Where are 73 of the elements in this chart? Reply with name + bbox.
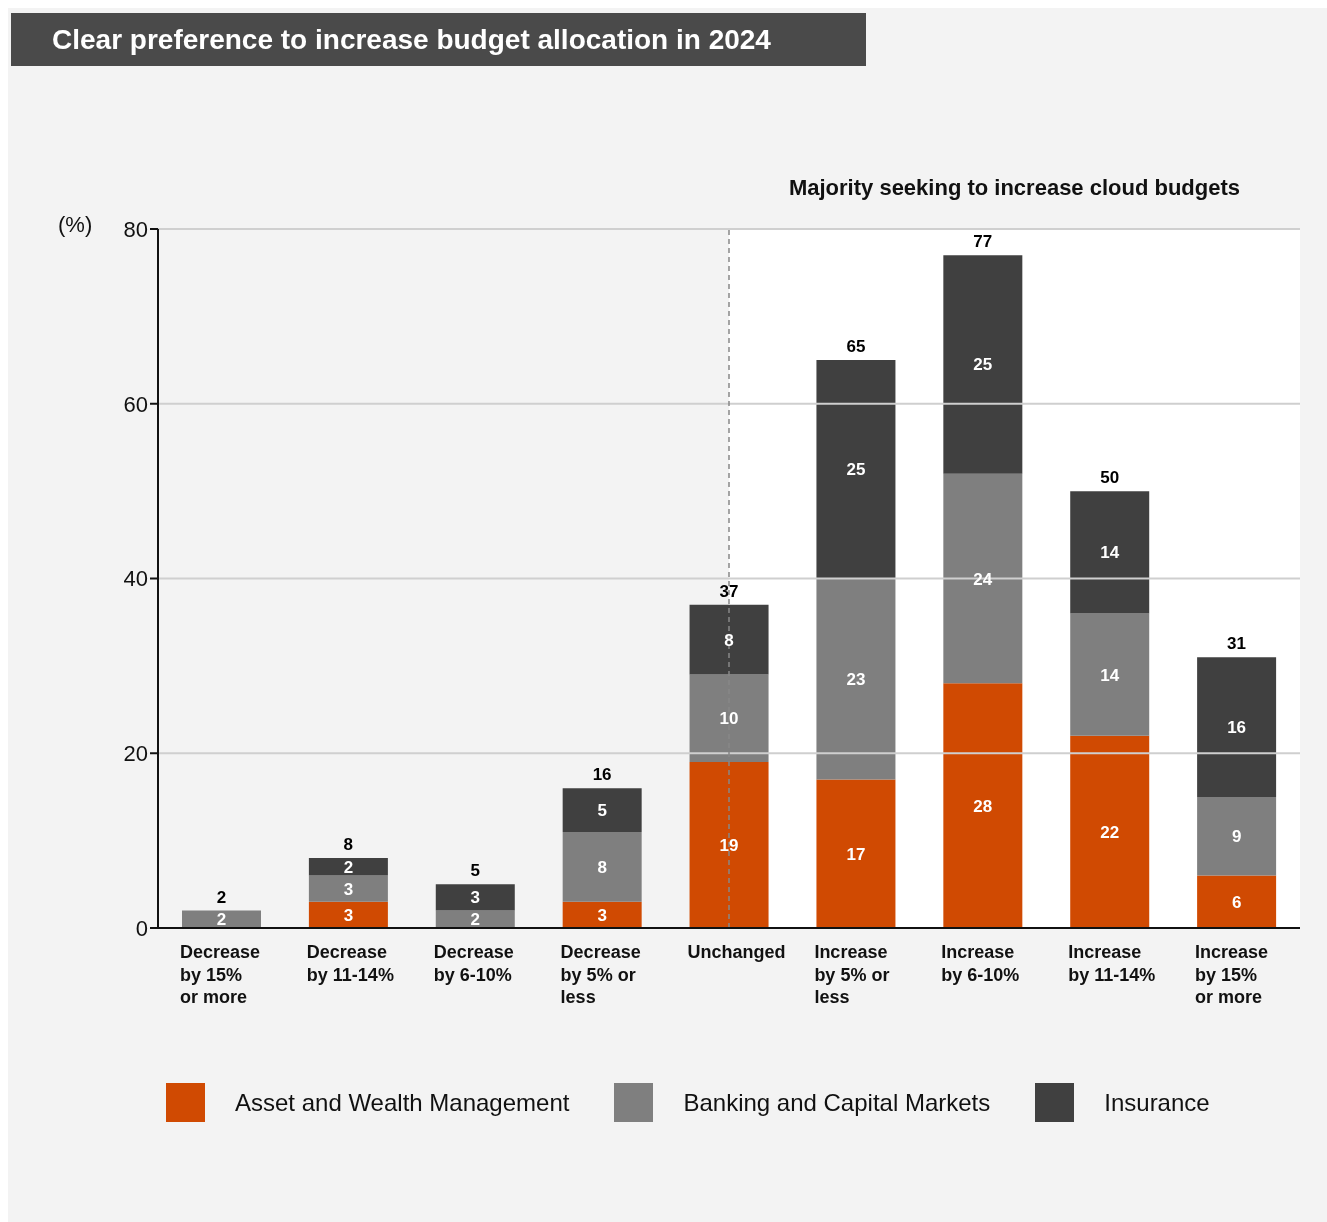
data-label: 10: [719, 709, 739, 729]
data-label: 19: [719, 835, 739, 855]
bar: [689, 761, 769, 928]
data-label: 3: [597, 905, 607, 925]
band-label: Majority seeking to increase cloud budgets: [788, 175, 1241, 200]
data-label: 2: [343, 857, 354, 877]
bar: [816, 779, 896, 928]
bar: [1070, 491, 1150, 614]
x-tick-label: Increase by 6-10%: [941, 942, 1020, 985]
bar: [562, 788, 642, 832]
bar: [435, 884, 515, 911]
data-label: 3: [343, 905, 354, 925]
total-label: 2: [216, 887, 227, 907]
x-tick-label: Decrease by 6-10%: [433, 942, 514, 985]
bar: [943, 473, 1023, 684]
total-label: 50: [1100, 468, 1120, 488]
y-tick-label: 20: [123, 741, 148, 767]
data-label: 2: [216, 910, 227, 930]
data-label: 22: [1100, 822, 1120, 842]
bar: [1070, 735, 1150, 928]
bar: [689, 604, 769, 675]
data-label: 9: [1231, 827, 1242, 847]
bar: [1070, 613, 1150, 736]
legend-label: Banking and Capital Markets: [683, 1088, 991, 1117]
x-tick-label: Increase by 11-14%: [1068, 942, 1156, 985]
data-label: 3: [343, 879, 354, 899]
legend-label: Asset and Wealth Management: [235, 1088, 570, 1117]
bar: [943, 255, 1023, 474]
x-tick-label: Decrease by 5% or less: [560, 942, 641, 1007]
data-label: 2: [470, 910, 481, 930]
x-tick-label: Increase by 5% or less: [814, 942, 890, 1007]
data-label: 14: [1100, 543, 1120, 563]
data-label: 28: [973, 796, 993, 816]
data-label: 17: [846, 844, 866, 864]
bar: [1197, 796, 1277, 876]
y-tick-label: 40: [123, 566, 148, 592]
data-label: 8: [724, 630, 734, 650]
bar: [308, 858, 388, 876]
total-label: 16: [592, 765, 612, 785]
data-label: 14: [1100, 665, 1120, 685]
data-label: 23: [846, 669, 866, 689]
bar: [943, 683, 1023, 928]
bar: [816, 578, 896, 780]
total-label: 77: [973, 232, 993, 252]
bar: [816, 360, 896, 579]
y-axis-title: (%): [58, 212, 93, 238]
data-label: 3: [470, 888, 481, 908]
total-label: 31: [1227, 634, 1247, 654]
chart-title: Clear preference to increase budget allocation in 2024: [11, 13, 866, 66]
total-label: 8: [343, 835, 354, 855]
total-label: 5: [470, 861, 480, 881]
y-tick-label: 80: [123, 216, 148, 242]
x-tick-label: Unchanged: [687, 942, 786, 962]
data-label: 25: [846, 460, 866, 480]
x-tick-label: Increase by 15% or more: [1195, 942, 1269, 1007]
bar: [308, 901, 388, 928]
total-label: 37: [719, 581, 739, 601]
x-tick-label: Decrease by 15% or more: [179, 942, 261, 1007]
data-label: 5: [597, 801, 607, 821]
x-tick-label: Decrease by 11-14%: [306, 942, 394, 985]
bar: [562, 901, 642, 928]
y-tick-label: 60: [123, 391, 148, 417]
data-label: 25: [973, 355, 993, 375]
y-tick-label: 0: [135, 915, 148, 941]
bar: [308, 875, 388, 902]
bar: [1197, 657, 1277, 797]
legend-label: Insurance: [1104, 1088, 1210, 1117]
bar: [562, 831, 642, 902]
data-label: 8: [597, 857, 607, 877]
bar: [1197, 875, 1277, 928]
total-label: 65: [846, 337, 866, 357]
data-label: 16: [1227, 718, 1247, 738]
data-label: 6: [1231, 892, 1242, 912]
